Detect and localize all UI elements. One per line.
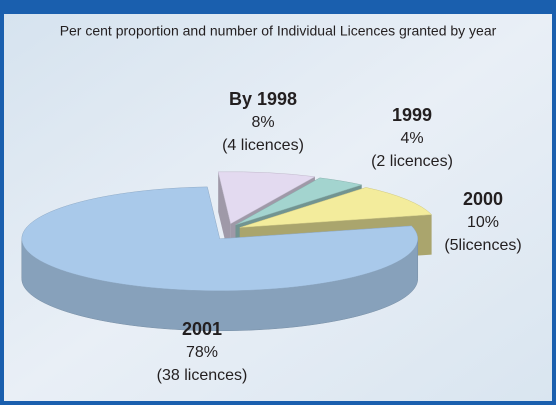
count-label: (2 licences) [371,153,453,170]
count-label: (5licences) [444,237,521,254]
pie-slice [217,171,316,225]
pie [21,171,433,332]
chart-title: Per cent proportion and number of Indivi… [60,23,497,39]
count-label: (38 licences) [157,367,248,384]
value-label: 10% [467,214,499,231]
value-label: 8% [251,114,274,131]
category-label: 1999 [392,105,432,125]
labels: By 1998 8% (4 licences) 1999 4% (2 licences) 2… [157,89,522,384]
pie-slice [21,186,418,292]
category-label: 2000 [463,189,503,209]
category-label: By 1998 [229,89,297,109]
value-label: 4% [400,130,423,147]
value-label: 78% [186,344,218,361]
pie-slice [239,187,433,228]
pie-slice [235,177,363,226]
count-label: (4 licences) [222,137,304,154]
category-label: 2001 [182,319,222,339]
